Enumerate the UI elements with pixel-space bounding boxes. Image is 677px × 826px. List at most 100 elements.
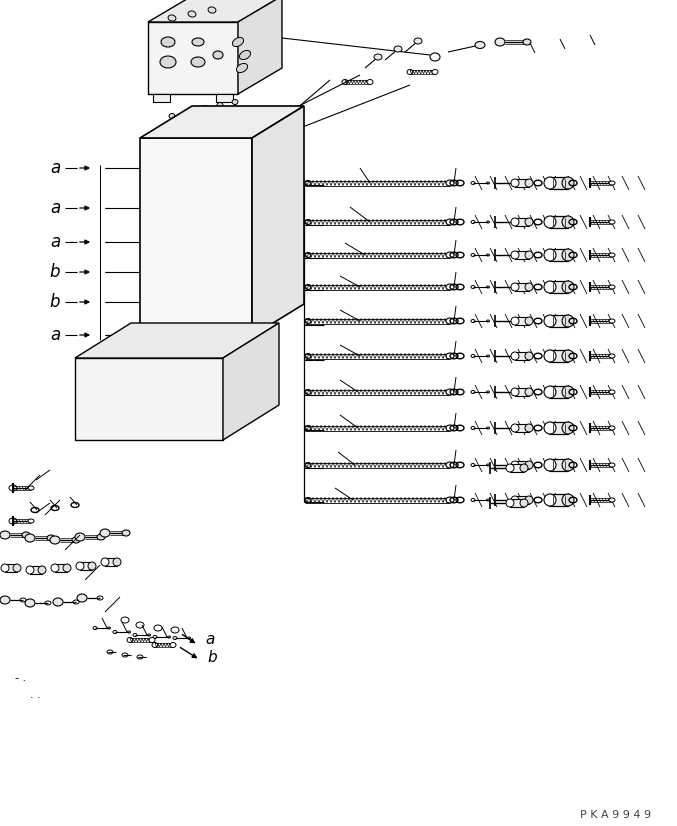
Polygon shape [75, 358, 223, 440]
Ellipse shape [511, 352, 519, 360]
Ellipse shape [242, 201, 254, 210]
Ellipse shape [232, 99, 238, 105]
Text: a: a [50, 233, 60, 251]
Ellipse shape [101, 558, 109, 566]
Ellipse shape [169, 388, 181, 396]
Ellipse shape [192, 381, 202, 389]
Ellipse shape [525, 352, 533, 360]
Ellipse shape [507, 501, 513, 505]
Ellipse shape [544, 459, 556, 471]
Ellipse shape [446, 389, 454, 395]
Polygon shape [216, 94, 233, 102]
Ellipse shape [51, 564, 59, 572]
Ellipse shape [232, 311, 244, 320]
Bar [515, 424, 529, 432]
Ellipse shape [227, 173, 240, 183]
Ellipse shape [446, 462, 454, 468]
Ellipse shape [511, 251, 519, 259]
Ellipse shape [136, 430, 144, 438]
Bar [550, 216, 568, 228]
Ellipse shape [28, 519, 34, 523]
Ellipse shape [544, 249, 556, 261]
Ellipse shape [151, 243, 165, 253]
Ellipse shape [150, 196, 166, 206]
Ellipse shape [242, 154, 253, 164]
Ellipse shape [367, 79, 373, 84]
Polygon shape [148, 0, 282, 22]
Bar [515, 283, 529, 291]
Ellipse shape [151, 367, 165, 377]
Text: - .: - . [15, 673, 26, 683]
Ellipse shape [22, 532, 30, 538]
Ellipse shape [511, 179, 519, 187]
Ellipse shape [171, 243, 183, 251]
Ellipse shape [175, 319, 185, 325]
Ellipse shape [609, 319, 615, 323]
Ellipse shape [188, 11, 196, 17]
Ellipse shape [609, 181, 615, 185]
Ellipse shape [544, 216, 556, 228]
Ellipse shape [525, 283, 533, 291]
Ellipse shape [562, 315, 574, 327]
Ellipse shape [511, 283, 519, 291]
Ellipse shape [228, 264, 242, 276]
Bar [515, 352, 529, 360]
Polygon shape [252, 106, 304, 336]
Ellipse shape [227, 158, 240, 169]
Bar [85, 427, 103, 437]
Ellipse shape [192, 210, 204, 218]
Ellipse shape [1, 564, 9, 572]
Ellipse shape [544, 422, 556, 434]
Bar [108, 428, 120, 436]
Text: a: a [50, 159, 60, 177]
Ellipse shape [512, 498, 518, 502]
Ellipse shape [75, 533, 85, 541]
Ellipse shape [242, 169, 253, 178]
Ellipse shape [190, 149, 200, 155]
Ellipse shape [104, 387, 120, 397]
Ellipse shape [167, 125, 177, 131]
Ellipse shape [414, 38, 422, 44]
Ellipse shape [171, 195, 185, 205]
Bar [510, 464, 524, 472]
Ellipse shape [151, 389, 165, 399]
Ellipse shape [562, 177, 574, 189]
Ellipse shape [446, 353, 454, 359]
Ellipse shape [562, 459, 574, 471]
Ellipse shape [236, 64, 248, 73]
Ellipse shape [511, 218, 519, 226]
Ellipse shape [97, 534, 105, 540]
Ellipse shape [512, 426, 518, 430]
Ellipse shape [192, 180, 204, 188]
Ellipse shape [232, 37, 244, 46]
Bar [550, 422, 568, 434]
Bar [550, 281, 568, 293]
Ellipse shape [128, 407, 142, 417]
Bar [515, 218, 529, 226]
Ellipse shape [507, 466, 513, 470]
Text: a: a [50, 326, 60, 344]
Ellipse shape [38, 566, 46, 574]
Ellipse shape [168, 15, 176, 21]
Ellipse shape [525, 388, 533, 396]
Bar [550, 494, 568, 506]
Ellipse shape [227, 188, 240, 200]
Ellipse shape [158, 320, 168, 326]
Ellipse shape [192, 226, 204, 234]
Ellipse shape [446, 252, 454, 258]
Bar [550, 315, 568, 327]
Ellipse shape [185, 110, 191, 115]
Ellipse shape [230, 295, 242, 306]
Ellipse shape [512, 181, 518, 185]
Ellipse shape [122, 530, 130, 536]
Ellipse shape [242, 246, 254, 255]
Ellipse shape [116, 428, 124, 436]
Bar [515, 251, 529, 259]
Text: . .: . . [30, 690, 41, 700]
Ellipse shape [150, 211, 166, 221]
Bar [550, 350, 568, 362]
Ellipse shape [98, 427, 108, 437]
Ellipse shape [495, 38, 505, 46]
Ellipse shape [170, 164, 184, 174]
Ellipse shape [230, 279, 242, 291]
